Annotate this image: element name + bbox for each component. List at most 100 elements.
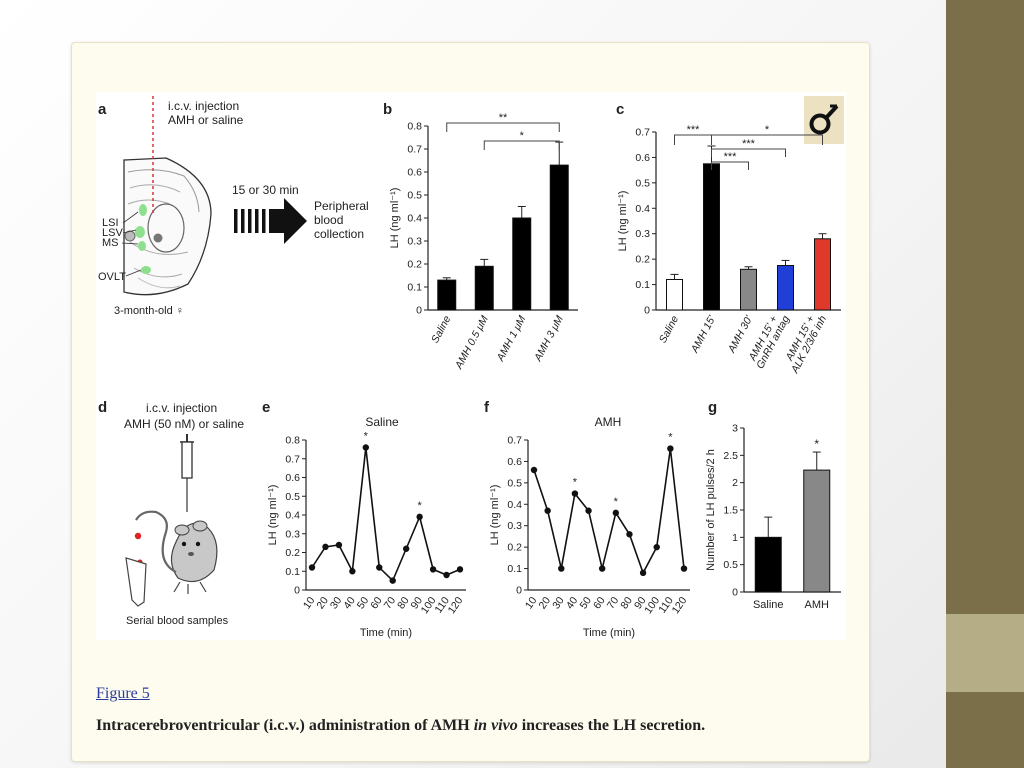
chart-e-series-line [311, 447, 461, 583]
chart-e-xtick-label: 40 [341, 595, 358, 612]
chart-e-data-point [402, 545, 410, 552]
chart-f-peak-marker: * [668, 432, 673, 444]
chart-f-xlabel: Time (min) [583, 627, 635, 639]
chart-e-ytick-label: 0.8 [285, 435, 300, 447]
chart-e-ytick-label: 0.5 [285, 491, 300, 503]
arrow-icon [234, 198, 307, 244]
chart-e-ytick-label: 0.1 [285, 566, 300, 578]
chart-e-data-point [416, 513, 423, 521]
chart-c-significance-label: *** [687, 124, 701, 136]
chart-g-ytick-label: 2 [732, 477, 738, 489]
chart-e: 0 0.1 0.2 0.3 0.4 0.5 0.6 0.7 0.8 LH (ng ml⁻¹) Sal… [267, 415, 466, 639]
panel-d-letter: d [98, 399, 107, 416]
panel-c-letter: c [616, 101, 624, 118]
chart-g-ytick-label: 1 [732, 532, 738, 544]
chart-f-ytick-label: 0.4 [507, 499, 522, 511]
chart-c-category-label: Saline [657, 314, 681, 346]
chart-f-data-point [626, 531, 633, 538]
chart-c-ylabel: LH (ng ml⁻¹) [617, 191, 629, 252]
chart-c-ytick-label: 0.6 [635, 152, 650, 164]
chart-c-significance-bracket [711, 148, 786, 157]
chart-e-peak-marker: * [417, 500, 422, 512]
chart-e-data-point [456, 566, 464, 573]
chart-f-ytick-label: 0.7 [507, 435, 522, 447]
chart-c-bar [666, 278, 683, 311]
chart-b-ytick-label: 0 [416, 305, 422, 317]
chart-g-ytick-label: 0 [732, 587, 738, 599]
chart-f-data-point [585, 507, 592, 514]
chart-g-category-label: AMH [805, 599, 830, 611]
accent-band [946, 614, 1024, 692]
female-symbol-icon [804, 96, 844, 144]
chart-f-data-point [598, 565, 606, 572]
chart-e-peak-marker: * [364, 431, 369, 443]
chart-c-ytick-label: 0.1 [635, 279, 650, 291]
region-ovlt-label: OVLT [98, 271, 126, 283]
chart-b: 0 0.1 0.2 0.3 0.4 0.5 0.6 0.7 0.8 LH (ng ml⁻¹) Sal… [389, 112, 578, 372]
chart-e-ytick-label: 0.3 [285, 528, 300, 540]
chart-b-ytick-label: 0.5 [407, 190, 422, 202]
chart-f-data-point [558, 565, 565, 572]
figure-5: a i.c.v. injection AMH or saline LSI LSV… [96, 92, 846, 640]
chart-f-ytick-label: 0.3 [507, 520, 522, 532]
chart-f-peak-marker: * [573, 477, 578, 489]
chart-e-data-point [322, 543, 329, 551]
chart-f-data-point [667, 445, 674, 452]
chart-f-xtick-label: 120 [670, 595, 690, 616]
chart-f: 00.10.20.30.40.50.60.7LH (ng ml⁻¹)AMH102… [489, 415, 690, 639]
chart-e-data-point [443, 571, 450, 579]
panel-d-samples: Serial blood samples [126, 615, 229, 627]
figure-link[interactable]: Figure 5 [96, 685, 150, 702]
chart-b-ytick-label: 0.4 [407, 213, 422, 225]
chart-c-ytick-label: 0.5 [635, 177, 650, 189]
chart-e-data-point [335, 541, 343, 549]
chart-g-ytick-label: 1.5 [723, 505, 738, 517]
chart-e-ytick-label: 0.6 [285, 472, 300, 484]
chart-f-data-point [639, 569, 647, 577]
caption-text-end: increases the LH secretion. [517, 717, 706, 734]
chart-f-xtick-label: 40 [564, 595, 581, 612]
panel-a-collection-line1: Peripheral [314, 199, 369, 213]
chart-b-ytick-label: 0.8 [407, 121, 422, 133]
chart-c-significance-bracket [711, 161, 749, 170]
chart-e-data-point [389, 577, 396, 584]
chart-c-bar [740, 268, 757, 311]
chart-b-ylabel: LH (ng ml⁻¹) [389, 188, 401, 249]
brain-section-diagram [123, 157, 212, 296]
panel-a-collection-line2: blood [314, 213, 343, 227]
chart-b-significance-label: * [520, 130, 525, 142]
chart-e-ylabel: LH (ng ml⁻¹) [267, 485, 279, 546]
panel-g-letter: g [708, 399, 717, 416]
chart-c: 0 0.1 0.2 0.3 0.4 0.5 0.6 0.7 LH (ng ml⁻¹) Saline… [617, 124, 841, 376]
chart-c-bar [777, 265, 794, 311]
chart-b-category-label: AMH 0.5 μM [452, 314, 491, 372]
chart-f-data-point [612, 509, 620, 517]
chart-g-significance-label: * [814, 437, 819, 451]
chart-e-ytick-label: 0 [294, 585, 300, 597]
chart-g-bar [803, 469, 831, 593]
chart-e-ytick-label: 0.4 [285, 510, 300, 522]
chart-e-ytick-label: 0.7 [285, 453, 300, 465]
chart-g-bar [754, 536, 782, 593]
chart-e-xtick-label: 30 [328, 595, 345, 612]
region-ms-label: MS [102, 237, 119, 249]
chart-g-ytick-label: 2.5 [723, 450, 738, 462]
chart-c-significance-bracket [711, 134, 823, 145]
chart-c-ytick-label: 0.3 [635, 228, 650, 240]
panel-a-letter: a [98, 101, 107, 118]
chart-c-significance-label: *** [724, 151, 738, 163]
chart-f-data-point [530, 466, 538, 474]
chart-b-significance-bracket [446, 122, 560, 132]
chart-b-category-label: AMH 1 μM [494, 314, 528, 364]
chart-b-category-label: Saline [429, 314, 453, 346]
panel-d-injection-line2: AMH (50 nM) or saline [124, 417, 244, 431]
chart-e-xtick-label: 120 [446, 595, 466, 616]
caption-italic: in vivo [473, 717, 518, 734]
chart-b-category-label: AMH 3 μM [532, 314, 566, 364]
chart-c-bar [703, 163, 720, 311]
region-lsv-label: LSV [102, 227, 123, 239]
chart-e-data-point [429, 566, 437, 573]
chart-c-significance-label: * [765, 124, 770, 136]
chart-b-bar [437, 279, 457, 311]
panel-d-injection-line1: i.c.v. injection [146, 401, 217, 415]
